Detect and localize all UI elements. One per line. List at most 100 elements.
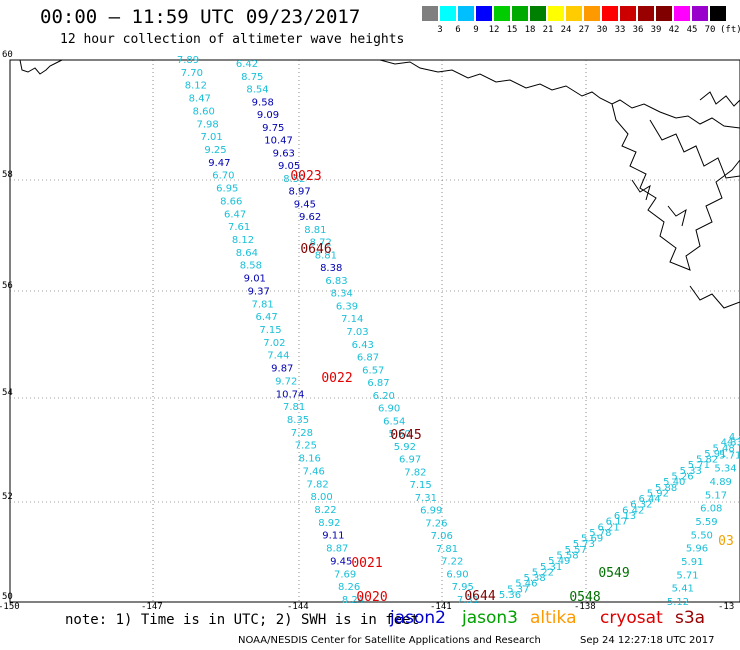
wave-height-value: 9.45 bbox=[294, 199, 316, 210]
wave-height-value: 6.43 bbox=[352, 340, 374, 351]
color-scale-swatch bbox=[710, 6, 726, 21]
wave-height-value: 9.01 bbox=[244, 274, 266, 285]
color-scale-label: 70 bbox=[704, 25, 716, 35]
satellite-legend-item: cryosat bbox=[600, 608, 663, 628]
wave-height-value: 8.72 bbox=[310, 238, 332, 249]
wave-height-value: 10.47 bbox=[264, 136, 293, 147]
wave-height-value: 5.91 bbox=[681, 557, 703, 568]
wave-height-value: 5.22 bbox=[532, 567, 554, 578]
map-frame bbox=[9, 59, 740, 603]
footer-note: note: 1) Time is in UTC; 2) SWH is in fe… bbox=[65, 612, 420, 628]
color-scale-swatch bbox=[494, 6, 510, 21]
color-scale-swatch bbox=[620, 6, 636, 21]
wave-height-value: 7.61 bbox=[228, 222, 250, 233]
wave-height-value: 6.47 bbox=[224, 209, 246, 220]
wave-height-value: 8.66 bbox=[220, 196, 242, 207]
color-scale-label: 24 bbox=[560, 25, 572, 35]
color-scale-swatch bbox=[674, 6, 690, 21]
wave-height-value: 6.13 bbox=[614, 511, 636, 522]
pass-time-label: 0021 bbox=[351, 556, 382, 571]
wave-height-value: 5.41 bbox=[672, 584, 694, 595]
wave-height-value: 8.87 bbox=[326, 544, 348, 555]
color-scale-swatch bbox=[476, 6, 492, 21]
wave-height-value: 7.14 bbox=[341, 314, 363, 325]
color-scale-label: 42 bbox=[668, 25, 680, 35]
wave-height-value: 5.36 bbox=[499, 590, 521, 601]
color-scale-swatch bbox=[602, 6, 618, 21]
longitude-label: -13 bbox=[718, 602, 735, 612]
wave-height-value: 4.44 bbox=[729, 432, 740, 443]
satellite-legend-item: jason2 bbox=[390, 608, 446, 628]
wave-height-value: 7.28 bbox=[291, 428, 313, 439]
wave-height-value: 5.96 bbox=[686, 544, 708, 555]
wave-height-value: 6.08 bbox=[700, 504, 722, 515]
wave-height-value: 7.82 bbox=[404, 467, 426, 478]
color-scale-swatch bbox=[512, 6, 528, 21]
wave-height-value: 9.87 bbox=[271, 364, 293, 375]
longitude-label: -144 bbox=[287, 602, 309, 612]
coastline bbox=[19, 59, 740, 309]
wave-height-value: 6.87 bbox=[367, 378, 389, 389]
pass-time-label: 0645 bbox=[390, 428, 421, 443]
wave-height-value: 5.34 bbox=[714, 464, 736, 475]
pass-time-label: 0023 bbox=[290, 169, 321, 184]
latitude-label: 50 bbox=[2, 592, 13, 602]
color-scale-swatch bbox=[530, 6, 546, 21]
wave-height-value: 9.09 bbox=[257, 110, 279, 121]
page-title: 00:00 – 11:59 UTC 09/23/2017 bbox=[40, 6, 361, 28]
color-scale-label: 21 bbox=[542, 25, 554, 35]
wave-height-value: 9.75 bbox=[262, 123, 284, 134]
color-scale-unit: (ft) bbox=[720, 25, 740, 35]
wave-height-value: 7.69 bbox=[334, 569, 356, 580]
wave-height-value: 5.31 bbox=[540, 562, 562, 573]
wave-height-value: 8.24 bbox=[342, 595, 364, 606]
wave-height-value: 6.90 bbox=[446, 570, 468, 581]
wave-height-value: 8.12 bbox=[232, 235, 254, 246]
wave-height-value: 5.33 bbox=[680, 466, 702, 477]
wave-height-value: 8.16 bbox=[299, 454, 321, 465]
pass-time-label: 0548 bbox=[569, 590, 600, 605]
wave-height-value: 8.34 bbox=[331, 289, 353, 300]
wave-height-value: 6.87 bbox=[357, 353, 379, 364]
wave-height-value: 7.31 bbox=[415, 493, 437, 504]
wave-height-value: 5.92 bbox=[394, 442, 416, 453]
wave-height-value: 7.81 bbox=[436, 544, 458, 555]
wave-height-value: 5.71 bbox=[676, 570, 698, 581]
wave-height-value: 8.47 bbox=[189, 94, 211, 105]
color-scale-label: 36 bbox=[632, 25, 644, 35]
wave-height-value: 9.05 bbox=[278, 161, 300, 172]
wave-height-value: 8.64 bbox=[236, 248, 258, 259]
wave-height-value: 9.11 bbox=[322, 531, 344, 542]
color-scale-swatch bbox=[440, 6, 456, 21]
color-scale-label: 18 bbox=[524, 25, 536, 35]
wave-height-value: 8.81 bbox=[304, 225, 326, 236]
wave-height-value: 5.71 bbox=[719, 450, 740, 461]
wave-height-value: 7.70 bbox=[181, 68, 203, 79]
wave-height-value: 7.02 bbox=[263, 338, 285, 349]
wave-height-value: 7.98 bbox=[196, 119, 218, 130]
wave-height-value: 5.82 bbox=[696, 455, 718, 466]
wave-height-value: 5.59 bbox=[695, 517, 717, 528]
wave-height-value: 6.83 bbox=[325, 276, 347, 287]
wave-height-value: 7.82 bbox=[306, 479, 328, 490]
wave-height-value: 6.70 bbox=[212, 171, 234, 182]
wave-height-value: 8.60 bbox=[193, 106, 215, 117]
color-scale-swatch bbox=[692, 6, 708, 21]
color-scale-swatch bbox=[656, 6, 672, 21]
wave-height-value: 8.12 bbox=[185, 81, 207, 92]
wave-height-value: 8.22 bbox=[314, 505, 336, 516]
latitude-label: 56 bbox=[2, 281, 13, 291]
wave-height-value: 4.89 bbox=[710, 477, 732, 488]
wave-height-value: 6.97 bbox=[399, 455, 421, 466]
altimeter-tracks: 7.89 7.70 8.12 8.478.60 7.98 7.01 9.25 9.47 6.70… bbox=[177, 55, 740, 608]
wave-height-value: 5.46 bbox=[515, 579, 537, 590]
wave-height-value: 6.47 bbox=[255, 312, 277, 323]
wave-height-value: 6.90 bbox=[378, 404, 400, 415]
wave-height-value: 6.99 bbox=[420, 506, 442, 517]
pass-time-label: 0022 bbox=[321, 371, 352, 386]
wave-height-value: 7.44 bbox=[267, 351, 289, 362]
pass-time-label: 0549 bbox=[598, 566, 629, 581]
wave-height-value: 7.81 bbox=[283, 402, 305, 413]
wave-height-value: 6.39 bbox=[336, 302, 358, 313]
